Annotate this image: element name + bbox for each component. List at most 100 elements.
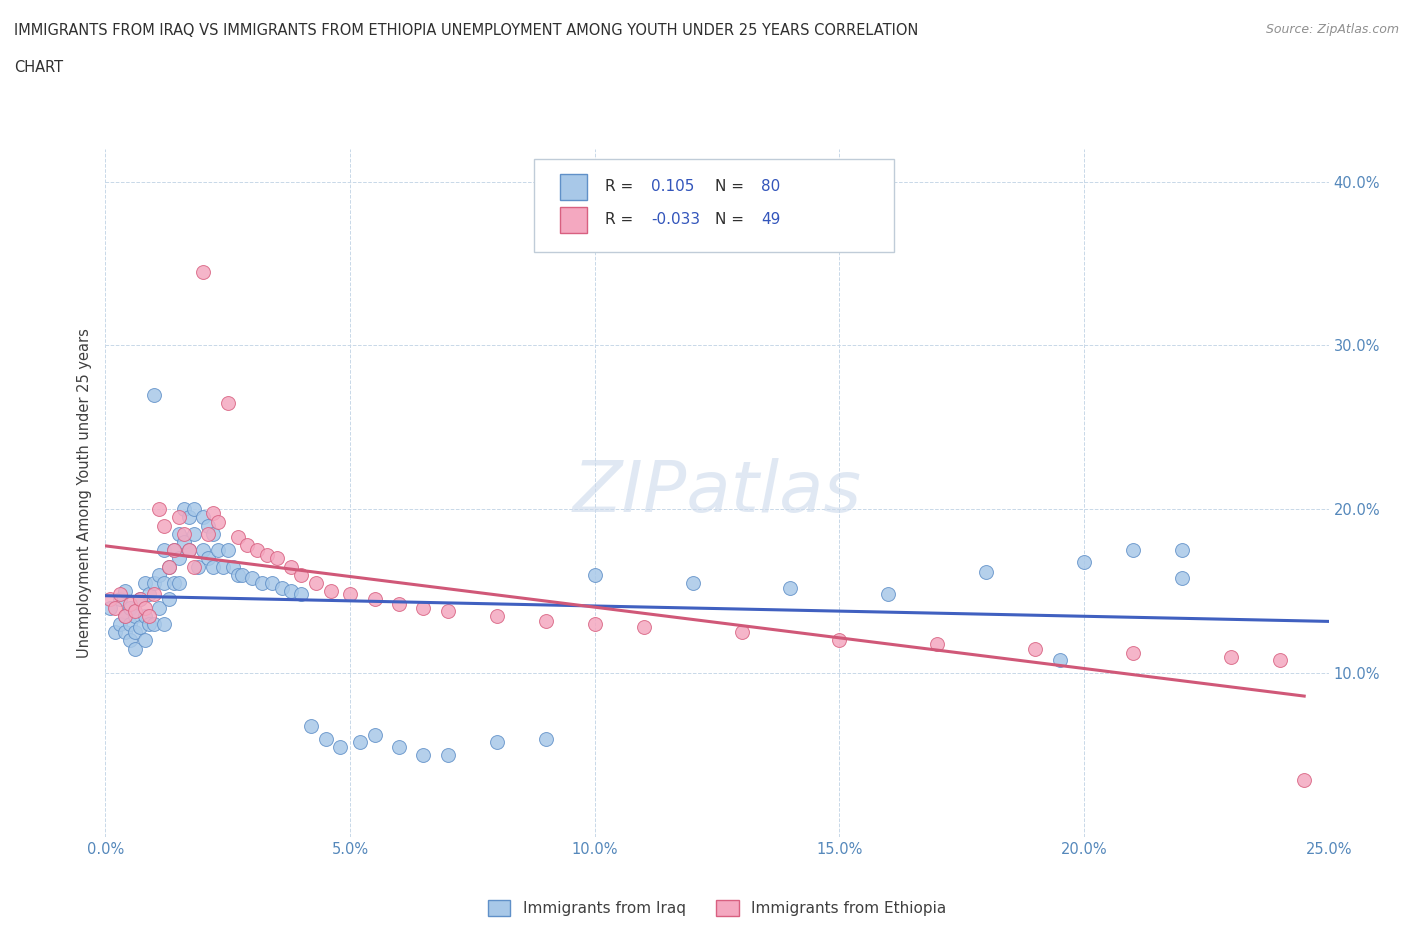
Point [363, 592, 385, 607]
Point [1122, 646, 1144, 661]
Point [1073, 554, 1095, 569]
Point [118, 633, 141, 648]
Point [134, 600, 156, 615]
Point [412, 600, 434, 615]
Point [177, 543, 200, 558]
Point [124, 604, 146, 618]
Point [108, 617, 131, 631]
Point [633, 619, 655, 634]
Text: N =: N = [714, 212, 748, 227]
Point [280, 559, 302, 574]
Point [534, 613, 557, 628]
Point [197, 551, 219, 565]
Point [1171, 571, 1194, 586]
Point [1294, 772, 1316, 787]
Point [290, 587, 312, 602]
Point [319, 584, 342, 599]
Point [207, 543, 229, 558]
Text: 80: 80 [761, 179, 780, 194]
Point [682, 576, 704, 591]
Point [329, 739, 352, 754]
Text: CHART: CHART [14, 60, 63, 75]
Point [134, 576, 156, 591]
Text: Source: ZipAtlas.com: Source: ZipAtlas.com [1265, 23, 1399, 36]
FancyBboxPatch shape [561, 206, 588, 232]
Point [240, 571, 263, 586]
Point [163, 543, 186, 558]
Point [124, 625, 146, 640]
Point [217, 543, 239, 558]
Point [339, 587, 361, 602]
Text: 0.105: 0.105 [651, 179, 695, 194]
Point [828, 633, 851, 648]
Point [118, 617, 141, 631]
Point [114, 584, 136, 599]
Point [114, 608, 136, 623]
Point [148, 502, 170, 517]
Point [177, 543, 200, 558]
Point [143, 576, 166, 591]
Point [197, 526, 219, 541]
Point [197, 518, 219, 533]
Point [202, 559, 225, 574]
Point [108, 592, 131, 607]
Point [193, 510, 215, 525]
Point [349, 735, 371, 750]
Point [104, 600, 127, 615]
Point [167, 510, 190, 525]
Point [157, 559, 180, 574]
Point [226, 530, 249, 545]
Point [177, 510, 200, 525]
Point [877, 587, 900, 602]
Point [437, 604, 460, 618]
Point [114, 625, 136, 640]
Point [974, 565, 997, 579]
Point [207, 515, 229, 530]
Point [583, 567, 606, 582]
Point [98, 600, 121, 615]
Point [1049, 653, 1071, 668]
Point [485, 608, 508, 623]
Point [134, 608, 156, 623]
Point [1171, 543, 1194, 558]
Point [1122, 543, 1144, 558]
Point [730, 625, 752, 640]
Point [173, 526, 195, 541]
Point [212, 559, 235, 574]
Legend: Immigrants from Iraq, Immigrants from Ethiopia: Immigrants from Iraq, Immigrants from Et… [479, 893, 955, 924]
Point [138, 587, 160, 602]
Point [231, 567, 253, 582]
Point [246, 543, 269, 558]
Point [226, 567, 249, 582]
Point [157, 559, 180, 574]
Point [388, 597, 411, 612]
Text: IMMIGRANTS FROM IRAQ VS IMMIGRANTS FROM ETHIOPIA UNEMPLOYMENT AMONG YOUTH UNDER : IMMIGRANTS FROM IRAQ VS IMMIGRANTS FROM … [14, 23, 918, 38]
Y-axis label: Unemployment Among Youth under 25 years: Unemployment Among Youth under 25 years [77, 328, 93, 658]
Point [128, 592, 150, 607]
Point [183, 526, 205, 541]
Point [167, 576, 190, 591]
Point [256, 548, 278, 563]
Point [270, 580, 292, 595]
Text: 49: 49 [761, 212, 780, 227]
Point [485, 735, 508, 750]
Point [118, 600, 141, 615]
Point [305, 576, 328, 591]
Point [1219, 649, 1241, 664]
Point [173, 502, 195, 517]
Point [124, 608, 146, 623]
Point [250, 576, 273, 591]
Point [202, 505, 225, 520]
Point [138, 617, 160, 631]
Point [266, 551, 288, 565]
Point [221, 559, 243, 574]
Point [236, 538, 259, 552]
FancyBboxPatch shape [561, 174, 588, 200]
Point [128, 619, 150, 634]
Point [363, 728, 385, 743]
Text: N =: N = [714, 179, 748, 194]
Text: -0.033: -0.033 [651, 212, 700, 227]
Point [927, 636, 949, 651]
Point [534, 731, 557, 746]
Point [202, 526, 225, 541]
